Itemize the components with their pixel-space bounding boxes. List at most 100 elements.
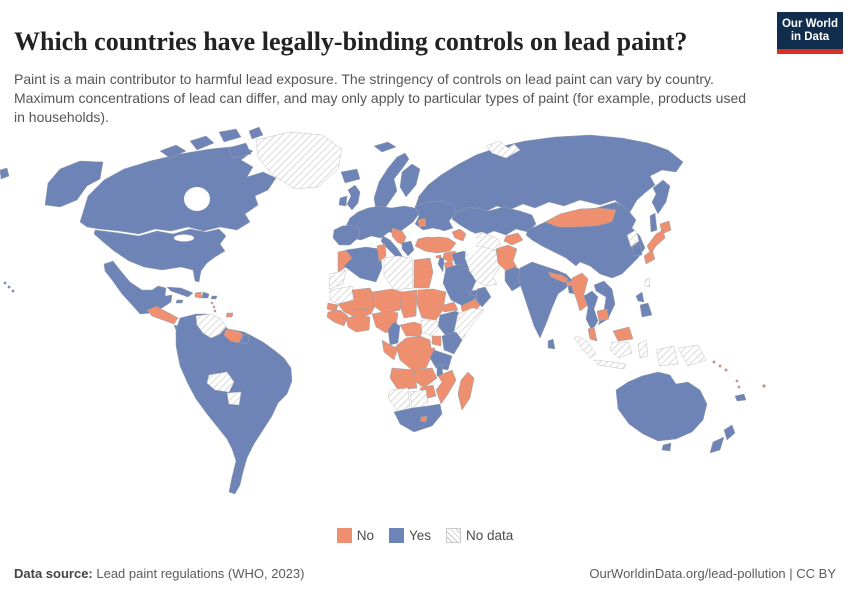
region-india[interactable] [517, 261, 573, 339]
region-turkey[interactable] [414, 235, 457, 254]
region-canada-arctic[interactable] [227, 142, 252, 159]
region-uk[interactable] [346, 184, 361, 211]
region-israel-lebanon[interactable] [437, 256, 445, 273]
legend-item-no[interactable]: No [336, 528, 374, 543]
region-bolivia[interactable] [206, 371, 235, 393]
owid-url-link[interactable]: OurWorldinData.org/lead-pollution | CC B… [589, 566, 836, 581]
region-puerto-rico[interactable] [210, 295, 218, 300]
region-south-africa[interactable] [393, 403, 443, 433]
region-botswana[interactable] [409, 389, 429, 409]
region-thailand[interactable] [583, 290, 599, 332]
region-kenya[interactable] [441, 331, 463, 355]
region-cuba[interactable] [166, 286, 194, 298]
region-usa[interactable] [93, 228, 227, 283]
region-ireland[interactable] [338, 195, 348, 207]
region-laos-vietnam[interactable] [593, 280, 616, 326]
region-mozambique[interactable] [435, 369, 457, 405]
region-hawaii[interactable] [7, 285, 11, 289]
region-malaysia[interactable] [612, 326, 634, 342]
region-moldova[interactable] [417, 217, 427, 228]
region-canada-arctic[interactable] [218, 128, 242, 143]
region-oman[interactable] [475, 286, 492, 308]
region-north-korea[interactable] [626, 229, 640, 248]
region-scandinavia[interactable] [373, 152, 410, 217]
region-kyrgyzstan-tajikistan[interactable] [503, 232, 524, 246]
region-indonesia[interactable] [655, 345, 679, 367]
region-chukotka-sliver[interactable] [0, 167, 10, 180]
region-cameroon[interactable] [387, 321, 401, 346]
region-russia[interactable] [649, 212, 658, 233]
region-south-sudan[interactable] [420, 319, 441, 337]
region-malaysia[interactable] [587, 326, 598, 342]
legend-item-nodata[interactable]: No data [446, 528, 513, 543]
region-iran[interactable] [464, 245, 503, 287]
region-philippines[interactable] [639, 302, 653, 318]
region-afghanistan[interactable] [495, 244, 518, 272]
region-iberia[interactable] [332, 224, 361, 246]
region-zambia[interactable] [413, 367, 438, 389]
region-canada-arctic[interactable] [248, 126, 264, 140]
region-greenland[interactable] [255, 131, 343, 190]
region-venezuela[interactable] [195, 313, 227, 339]
region-new-caledonia[interactable] [734, 393, 747, 402]
region-australia[interactable] [615, 371, 708, 442]
region-kazakhstan[interactable] [451, 206, 537, 237]
region-taiwan[interactable] [644, 277, 651, 288]
region-finland[interactable] [399, 163, 421, 198]
region-french-guiana[interactable] [240, 333, 250, 345]
region-lesser-antilles[interactable] [210, 301, 214, 305]
legend-item-yes[interactable]: Yes [388, 528, 431, 543]
region-greece[interactable] [401, 240, 415, 257]
region-alaska[interactable] [44, 160, 104, 208]
region-indonesia[interactable] [593, 359, 627, 370]
region-nepal[interactable] [547, 271, 569, 284]
world-map[interactable] [0, 113, 850, 525]
region-new-zealand[interactable] [723, 424, 736, 441]
region-novaya-zemlya[interactable] [485, 140, 521, 159]
region-jamaica[interactable] [175, 299, 184, 304]
region-dominican-republic[interactable] [201, 291, 210, 299]
region-japan[interactable] [643, 249, 656, 265]
region-lesser-antilles[interactable] [212, 305, 216, 309]
region-tasmania[interactable] [661, 442, 672, 452]
region-sri-lanka[interactable] [547, 338, 556, 350]
region-caucasus[interactable] [451, 228, 467, 242]
region-algeria[interactable] [343, 246, 383, 283]
region-uae[interactable] [468, 289, 479, 297]
region-western-sahara[interactable] [328, 269, 347, 290]
region-myanmar[interactable] [571, 272, 589, 312]
region-iceland[interactable] [340, 168, 361, 184]
region-trinidad[interactable] [225, 312, 234, 318]
region-lesotho[interactable] [419, 415, 428, 423]
region-mongolia[interactable] [544, 207, 617, 228]
region-egypt[interactable] [413, 257, 434, 289]
region-russia[interactable] [651, 179, 671, 215]
region-mexico[interactable] [103, 260, 173, 315]
region-namibia[interactable] [387, 387, 411, 413]
region-niger[interactable] [371, 288, 403, 315]
region-indonesia[interactable] [609, 341, 633, 359]
region-japan[interactable] [646, 229, 666, 255]
region-solomon-islands[interactable] [718, 364, 722, 368]
region-drc[interactable] [395, 335, 433, 371]
region-gabon-congo[interactable] [381, 339, 399, 361]
region-new-zealand[interactable] [709, 436, 725, 454]
region-canada-arctic[interactable] [159, 144, 187, 159]
region-eritrea[interactable] [439, 301, 459, 313]
region-solomon-islands[interactable] [712, 360, 716, 364]
owid-logo[interactable]: Our World in Data [777, 12, 843, 54]
region-burkina-faso[interactable] [351, 307, 369, 317]
region-europe-west[interactable] [344, 205, 420, 241]
region-hawaii[interactable] [3, 281, 7, 285]
region-chad[interactable] [399, 289, 418, 319]
region-angola[interactable] [389, 367, 418, 391]
region-somalia[interactable] [453, 307, 485, 349]
region-svalbard[interactable] [373, 141, 397, 153]
region-indonesia[interactable] [573, 335, 597, 359]
region-cambodia[interactable] [596, 308, 610, 322]
region-indonesia[interactable] [637, 339, 649, 359]
region-russia[interactable] [414, 134, 684, 225]
region-paraguay[interactable] [226, 391, 242, 406]
region-central-america[interactable] [146, 305, 179, 325]
region-canada-arctic[interactable] [189, 135, 215, 151]
